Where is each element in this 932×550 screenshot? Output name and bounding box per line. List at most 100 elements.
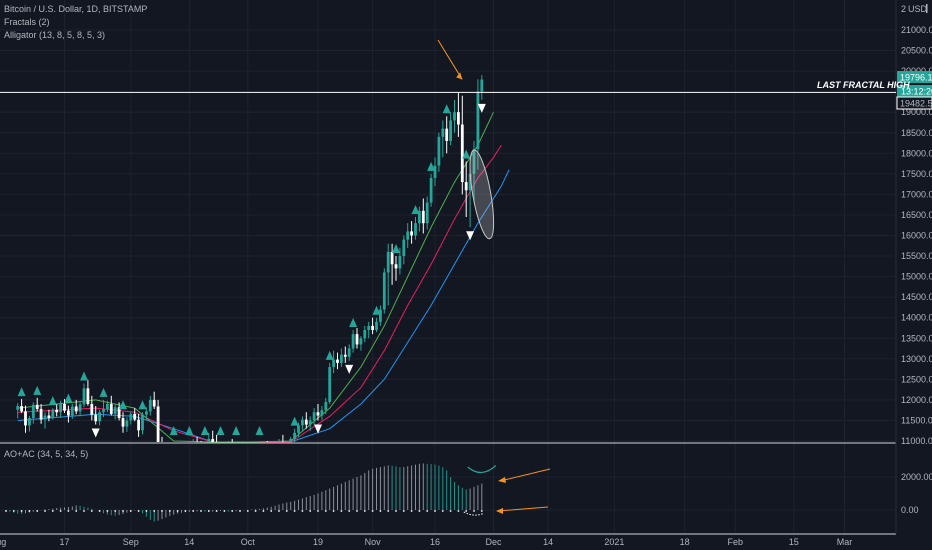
symbol-title[interactable]: Bitcoin / U.S. Dollar, 1D, BITSTAMP [4, 4, 147, 14]
candle-body[interactable] [211, 438, 215, 442]
price-tick-label[interactable]: 13500.00 [901, 333, 932, 343]
candle-body[interactable] [106, 404, 109, 409]
candle-body[interactable] [109, 404, 113, 414]
candle-body[interactable] [98, 412, 101, 422]
fractals-legend[interactable]: Fractals (2) [4, 17, 50, 27]
price-tick-label[interactable]: 18500.00 [901, 128, 932, 138]
candle-body[interactable] [125, 420, 129, 427]
time-tick-label[interactable]: 14 [543, 537, 553, 547]
candle-body[interactable] [390, 251, 394, 265]
candle-body[interactable] [421, 210, 425, 224]
candle-body[interactable] [152, 399, 156, 407]
candle-body[interactable] [145, 411, 148, 415]
candle-body[interactable] [429, 177, 433, 203]
candle-body[interactable] [406, 231, 410, 240]
candle-body[interactable] [312, 412, 316, 421]
candle-body[interactable] [141, 414, 144, 431]
oscillator-pane[interactable] [5, 463, 497, 522]
time-tick-label[interactable]: Mar [837, 537, 853, 547]
candle-body[interactable] [324, 401, 328, 411]
candle-body[interactable] [472, 149, 476, 174]
time-tick-label[interactable]: Oct [241, 537, 256, 547]
candle-body[interactable] [340, 354, 343, 363]
candle-body[interactable] [418, 210, 421, 224]
candle-body[interactable] [347, 348, 351, 357]
scale-hint[interactable]: 2 [901, 4, 906, 14]
osc-tick-label[interactable]: 0.00 [901, 505, 919, 515]
candle-body[interactable] [70, 406, 74, 416]
candle-body[interactable] [425, 202, 429, 224]
time-tick-label[interactable]: 17 [59, 537, 69, 547]
price-tick-label[interactable]: 13000.00 [901, 354, 932, 364]
price-tick-label[interactable]: 15500.00 [901, 251, 932, 261]
candle-body[interactable] [137, 419, 140, 431]
candle-body[interactable] [414, 223, 417, 236]
time-tick-label[interactable]: 18 [680, 537, 690, 547]
candle-body[interactable] [74, 406, 78, 412]
candle-body[interactable] [43, 415, 47, 420]
price-tick-label[interactable]: 12500.00 [901, 374, 932, 384]
candle-body[interactable] [449, 120, 452, 141]
candle-body[interactable] [86, 388, 90, 405]
candle-body[interactable] [457, 112, 460, 125]
candle-body[interactable] [343, 354, 347, 357]
candle-body[interactable] [156, 406, 160, 442]
candle-body[interactable] [386, 251, 390, 273]
price-tick-label[interactable]: 19000.00 [901, 107, 932, 117]
candle-body[interactable] [394, 264, 398, 269]
time-tick-label[interactable]: 19 [313, 537, 323, 547]
time-tick-label[interactable]: Nov [365, 537, 382, 547]
candle-body[interactable] [133, 413, 137, 420]
candle-body[interactable] [336, 359, 339, 363]
currency-label[interactable]: USD [908, 4, 928, 14]
candle-body[interactable] [82, 388, 86, 405]
candle-body[interactable] [453, 112, 456, 121]
time-axis[interactable]: Aug 17 Sep 14 Oct 19 Nov 16 Dec 14 2021 18 Feb 15 Mar [0, 537, 852, 547]
time-tick-label[interactable]: 14 [184, 537, 194, 547]
candle-body[interactable] [316, 412, 320, 416]
price-axis[interactable]: 21000.0020500.0020000.0019000.0018500.00… [901, 25, 932, 446]
price-tick-label[interactable]: 21000.00 [901, 25, 932, 35]
candle-body[interactable] [480, 79, 484, 92]
candle-body[interactable] [63, 404, 66, 411]
price-tick-label[interactable]: 14000.00 [901, 313, 932, 323]
price-tick-label[interactable]: 18000.00 [901, 148, 932, 158]
time-tick-label[interactable]: Dec [485, 537, 502, 547]
candle-body[interactable] [51, 409, 55, 418]
candle-body[interactable] [293, 432, 296, 439]
candle-body[interactable] [301, 419, 304, 426]
candle-body[interactable] [47, 415, 51, 418]
time-tick-label[interactable]: 2021 [604, 537, 624, 547]
candle-body[interactable] [121, 417, 125, 427]
candle-body[interactable] [371, 325, 374, 331]
ao-ac-legend[interactable]: AO+AC (34, 5, 34, 5) [4, 449, 88, 459]
candle-body[interactable] [464, 182, 468, 191]
time-tick-label[interactable]: Feb [728, 537, 744, 547]
candle-body[interactable] [148, 399, 152, 412]
price-tick-label[interactable]: 12000.00 [901, 395, 932, 405]
candle-body[interactable] [35, 404, 39, 409]
candle-body[interactable] [304, 419, 308, 425]
price-tick-label[interactable]: 16500.00 [901, 210, 932, 220]
candle-body[interactable] [359, 338, 363, 345]
price-tick-label[interactable]: 11500.00 [901, 415, 932, 425]
candle-body[interactable] [367, 325, 371, 331]
candle-body[interactable] [468, 173, 472, 191]
candle-body[interactable] [476, 91, 480, 150]
candle-body[interactable] [398, 256, 402, 269]
time-tick-label[interactable]: Sep [123, 537, 139, 547]
price-tick-label[interactable]: 11000.00 [901, 436, 932, 446]
time-tick-label[interactable]: Aug [0, 537, 6, 547]
candle-body[interactable] [94, 414, 98, 422]
candle-body[interactable] [24, 411, 27, 426]
alligator-legend[interactable]: Alligator (13, 8, 5, 8, 5, 3) [4, 30, 105, 40]
candle-body[interactable] [39, 408, 43, 420]
candle-body[interactable] [363, 330, 367, 339]
candle-body[interactable] [55, 409, 59, 413]
clock-icon[interactable] [926, 4, 928, 13]
price-tick-label[interactable]: 15000.00 [901, 272, 932, 282]
candle-body[interactable] [379, 309, 382, 322]
candle-body[interactable] [328, 367, 332, 402]
candle-body[interactable] [375, 321, 378, 331]
